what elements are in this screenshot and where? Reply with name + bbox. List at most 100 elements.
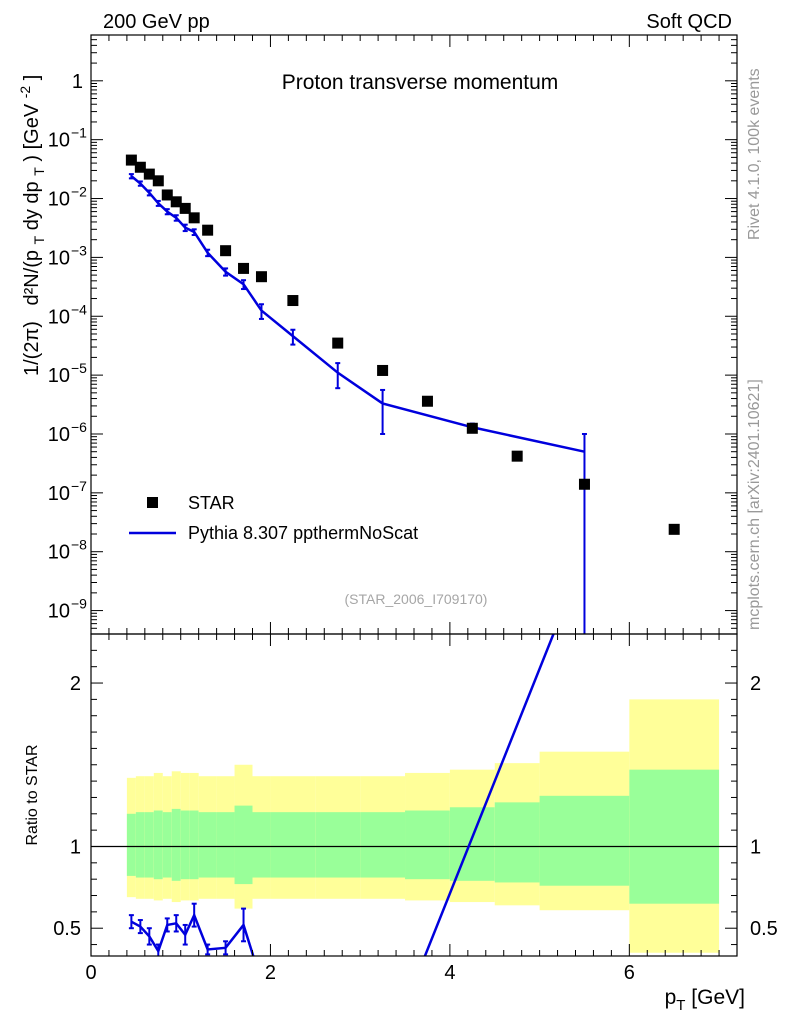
band-inner-bin <box>144 812 154 878</box>
y-tick-label: 10 <box>48 189 70 211</box>
band-inner-bin <box>126 813 136 876</box>
xlabel-part-0: p <box>665 986 677 1009</box>
data-point <box>179 202 191 214</box>
band-inner-bin <box>198 812 217 878</box>
ratio-y-tick-label: 1 <box>70 836 81 858</box>
data-point <box>466 422 478 434</box>
y-tick-label: 10 <box>48 365 70 387</box>
band-inner-bin <box>180 810 190 880</box>
y-tick-label-exponent: −8 <box>71 537 87 553</box>
data-point <box>578 478 590 490</box>
data-point <box>255 271 267 283</box>
band-inner-bin <box>153 810 163 880</box>
rivet-label: Rivet 4.1.0, 100k events <box>746 68 763 240</box>
y-tick-label-exponent: −7 <box>71 478 87 494</box>
band-inner-bin <box>449 807 495 881</box>
data-point <box>332 337 344 349</box>
band-inner-bin <box>135 812 145 878</box>
band-inner-bin <box>162 812 172 878</box>
data-point <box>668 523 680 535</box>
data-point <box>377 364 389 376</box>
band-inner-bin <box>629 769 720 904</box>
ylabel-part-3: dy dp <box>21 181 43 230</box>
ylabel-part-7: ] <box>21 75 43 81</box>
ylabel-part-6: -2 <box>17 86 33 99</box>
svg-text:1/(2π) d²N/(p T: 1/(2π) d²N/(p T dy dp T ) [GeV -2 ] <box>13 75 49 376</box>
y-tick-label: 10 <box>48 542 70 564</box>
analysis-id-annotation: (STAR_2006_I709170) <box>345 591 488 607</box>
header-left: 200 GeV pp <box>103 11 210 33</box>
x-axis-label: pT [GeV] <box>665 986 745 1014</box>
x-tick-label: 2 <box>265 962 276 984</box>
y-tick-label-exponent: −3 <box>71 242 87 258</box>
data-point <box>188 212 200 224</box>
ratio-line <box>130 634 555 956</box>
ratio-series <box>128 634 555 956</box>
y-tick-label-exponent: −9 <box>71 596 87 612</box>
band-inner-bin <box>189 810 199 880</box>
data-point <box>202 224 214 236</box>
y-tick-label: 10 <box>48 601 70 623</box>
data-point <box>125 154 137 166</box>
xlabel-part-2: [GeV] <box>685 986 745 1009</box>
legend-data-marker <box>147 497 158 508</box>
x-tick-label: 6 <box>624 962 635 984</box>
data-point <box>220 245 232 257</box>
data-point <box>170 196 182 208</box>
y-tick-label: 1 <box>72 71 83 93</box>
band-inner-bin <box>360 812 406 878</box>
upper-y-axis-label: 1/(2π) d²N/(p T dy dp T ) [GeV -2 ] <box>13 75 49 376</box>
y-tick-label-exponent: −5 <box>71 360 87 376</box>
data-point <box>421 395 433 407</box>
ratio-y-axis-label: Ratio to STAR <box>24 744 41 845</box>
y-tick-label: 10 <box>48 424 70 446</box>
y-tick-label-exponent: −6 <box>71 419 87 435</box>
axes <box>90 34 738 957</box>
y-tick-label-exponent: −1 <box>71 125 87 141</box>
ylabel-part-4: T <box>31 167 47 176</box>
y-tick-label-exponent: −2 <box>71 184 87 200</box>
ylabel-part-1: d²N/(p <box>21 250 43 306</box>
ratio-uncertainty-bands <box>126 699 720 953</box>
chart-title: Proton transverse momentum <box>282 71 559 94</box>
y-tick-label: 10 <box>48 130 70 152</box>
ylabel-part-0: 1/(2π) <box>21 321 43 376</box>
ylabel-part-2: T <box>31 235 47 244</box>
xlabel-part-1: T <box>676 997 685 1014</box>
y-tick-label: 10 <box>48 247 70 269</box>
ratio-y-tick-label-right: 1 <box>750 836 761 858</box>
data-point <box>143 168 155 180</box>
ratio-y-tick-label-right: 0.5 <box>750 918 778 940</box>
ratio-y-tick-label-right: 2 <box>750 673 761 695</box>
mcplots-label: mcplots.cern.ch [arXiv:2401.10621] <box>746 379 763 630</box>
data-series <box>125 154 680 535</box>
x-tick-label: 4 <box>444 962 455 984</box>
mc-series <box>128 173 587 634</box>
data-point <box>152 175 164 187</box>
data-point <box>287 295 299 307</box>
ratio-y-tick-label: 2 <box>70 673 81 695</box>
header-right: Soft QCD <box>646 11 732 33</box>
data-point <box>511 450 523 462</box>
legend-data-label: STAR <box>188 493 235 513</box>
upper-frame <box>90 34 738 635</box>
band-inner-bin <box>216 812 235 878</box>
legend: STAR Pythia 8.307 ppthermNoScat <box>129 493 418 543</box>
band-inner-bin <box>405 810 450 880</box>
y-tick-label: 10 <box>48 483 70 505</box>
band-inner-bin <box>252 812 271 878</box>
data-point <box>134 161 146 173</box>
band-inner-bin <box>494 802 540 883</box>
data-point <box>161 189 173 201</box>
x-tick-label: 0 <box>85 962 96 984</box>
data-point <box>238 262 250 274</box>
ratio-y-tick-label: 0.5 <box>53 918 81 940</box>
legend-mc-label: Pythia 8.307 ppthermNoScat <box>188 523 418 543</box>
y-tick-label: 10 <box>48 306 70 328</box>
y-tick-label-exponent: −4 <box>71 301 87 317</box>
tick-labels: 10−910−810−710−610−510−410−310−210 −110.5… <box>48 71 778 984</box>
band-inner-bin <box>270 812 316 878</box>
band-inner-bin <box>539 795 630 886</box>
band-inner-bin <box>315 812 361 878</box>
